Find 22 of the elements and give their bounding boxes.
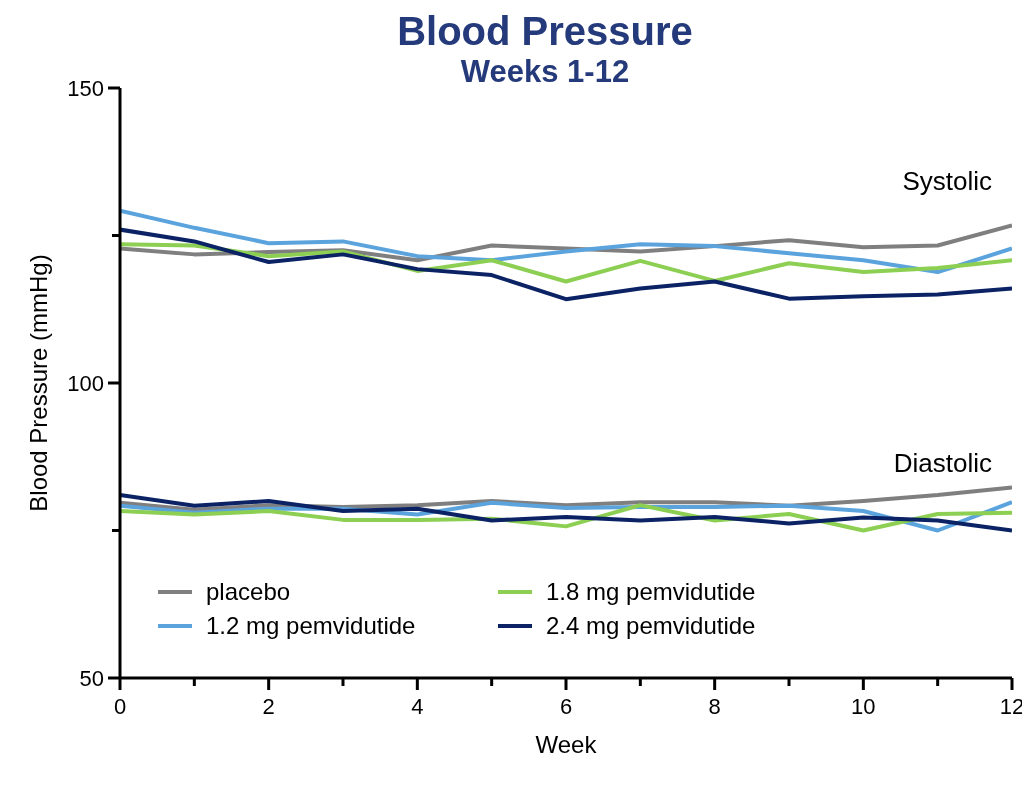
x-tick-label: 10 — [851, 694, 876, 719]
x-tick-label: 2 — [262, 694, 275, 719]
line-series — [120, 227, 1012, 302]
annotation: Diastolic — [893, 448, 992, 479]
chart-subtitle: Weeks 1-12 — [460, 54, 630, 89]
x-tick-label: 0 — [113, 694, 127, 719]
line-series — [120, 208, 1012, 275]
y-axis-title: Blood Pressure (mmHg) — [24, 254, 52, 512]
x-tick-label: 4 — [411, 694, 424, 719]
x-axis-title: Week — [535, 731, 598, 758]
legend-label: 1.2 mg pemvidutide — [206, 612, 416, 640]
legend-label: 1.8 mg pemvidutide — [546, 578, 756, 606]
annotation: Systolic — [902, 166, 992, 197]
y-tick-label: 100 — [67, 371, 104, 396]
legend-label: 2.4 mg pemvidutide — [546, 612, 756, 640]
line-series — [120, 493, 1012, 533]
legend-label: placebo — [206, 578, 291, 606]
y-tick-label: 150 — [67, 76, 104, 101]
x-tick-label: 8 — [708, 694, 721, 719]
x-tick-label: 6 — [559, 694, 573, 719]
y-tick-label: 50 — [79, 666, 104, 691]
chart-title: Blood Pressure — [396, 8, 694, 54]
